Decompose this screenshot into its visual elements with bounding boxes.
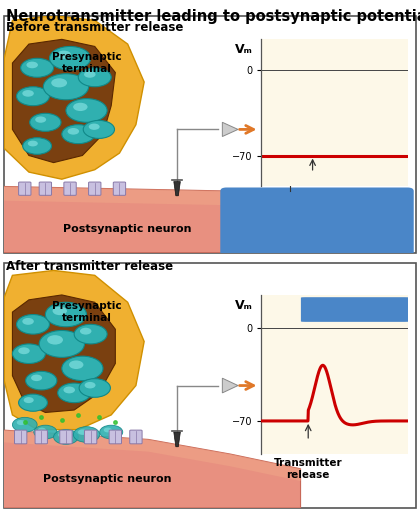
Circle shape [78, 68, 111, 86]
Circle shape [35, 117, 46, 123]
Circle shape [57, 51, 71, 59]
Text: Vₘ: Vₘ [235, 43, 253, 56]
Polygon shape [222, 378, 238, 393]
FancyBboxPatch shape [64, 182, 76, 195]
Circle shape [52, 306, 67, 315]
Circle shape [58, 383, 91, 403]
Circle shape [34, 425, 57, 439]
FancyBboxPatch shape [84, 430, 97, 444]
Text: Presynaptic
terminal: Presynaptic terminal [52, 52, 121, 74]
FancyBboxPatch shape [4, 263, 416, 508]
Circle shape [38, 428, 46, 432]
Circle shape [54, 430, 78, 444]
Circle shape [104, 428, 112, 432]
Circle shape [78, 429, 87, 435]
Circle shape [51, 78, 67, 88]
Circle shape [31, 375, 42, 381]
Circle shape [22, 318, 34, 325]
Circle shape [73, 103, 87, 111]
FancyBboxPatch shape [220, 188, 414, 256]
Circle shape [58, 432, 66, 437]
Circle shape [63, 387, 75, 393]
Polygon shape [0, 430, 301, 481]
Circle shape [83, 120, 115, 139]
Circle shape [18, 348, 30, 354]
FancyBboxPatch shape [301, 297, 409, 322]
Circle shape [21, 58, 54, 77]
Polygon shape [174, 432, 180, 447]
Circle shape [79, 379, 110, 398]
Polygon shape [0, 187, 301, 222]
Circle shape [16, 315, 50, 334]
Text: Postsynaptic neuron: Postsynaptic neuron [63, 224, 192, 234]
Polygon shape [13, 40, 116, 163]
Text: Postsynaptic neuron: Postsynaptic neuron [43, 474, 171, 483]
Polygon shape [4, 270, 144, 430]
Circle shape [84, 382, 95, 389]
Circle shape [69, 361, 84, 369]
Text: Vₘ: Vₘ [235, 299, 253, 312]
Circle shape [26, 61, 38, 68]
Circle shape [66, 98, 107, 122]
Circle shape [47, 335, 63, 344]
Circle shape [50, 46, 91, 70]
Text: Transmitter
release: Transmitter release [274, 458, 343, 480]
FancyBboxPatch shape [60, 430, 72, 444]
Circle shape [13, 417, 37, 432]
FancyBboxPatch shape [35, 430, 47, 444]
Circle shape [68, 128, 79, 134]
FancyBboxPatch shape [130, 430, 142, 444]
FancyBboxPatch shape [18, 182, 31, 195]
Circle shape [45, 302, 87, 327]
Circle shape [74, 427, 100, 442]
Polygon shape [0, 430, 301, 508]
Polygon shape [13, 295, 116, 413]
Circle shape [24, 397, 34, 403]
Circle shape [100, 425, 123, 439]
Polygon shape [222, 122, 238, 137]
FancyBboxPatch shape [109, 430, 121, 444]
Circle shape [28, 141, 38, 146]
FancyBboxPatch shape [4, 16, 416, 253]
Text: After transmitter release: After transmitter release [6, 260, 173, 274]
Polygon shape [4, 16, 144, 179]
Circle shape [89, 123, 100, 130]
FancyBboxPatch shape [89, 182, 101, 195]
Circle shape [26, 371, 57, 390]
Circle shape [62, 356, 103, 381]
Circle shape [39, 330, 84, 357]
FancyBboxPatch shape [15, 430, 27, 444]
Polygon shape [174, 181, 180, 196]
Circle shape [22, 90, 34, 97]
FancyBboxPatch shape [39, 182, 52, 195]
Text: Neurotransmitter leading to postsynaptic potential: Neurotransmitter leading to postsynaptic… [6, 9, 420, 24]
Circle shape [84, 71, 96, 78]
Circle shape [30, 113, 61, 131]
Circle shape [74, 324, 107, 344]
Circle shape [43, 73, 89, 100]
Circle shape [18, 394, 47, 411]
Text: Before transmitter release: Before transmitter release [6, 21, 184, 34]
Circle shape [17, 420, 25, 425]
Circle shape [62, 125, 95, 144]
Circle shape [16, 86, 50, 106]
Circle shape [13, 344, 45, 364]
Polygon shape [0, 187, 301, 253]
Circle shape [80, 328, 92, 334]
Text: Presynaptic
terminal: Presynaptic terminal [52, 301, 121, 323]
Circle shape [23, 138, 52, 154]
FancyBboxPatch shape [113, 182, 126, 195]
